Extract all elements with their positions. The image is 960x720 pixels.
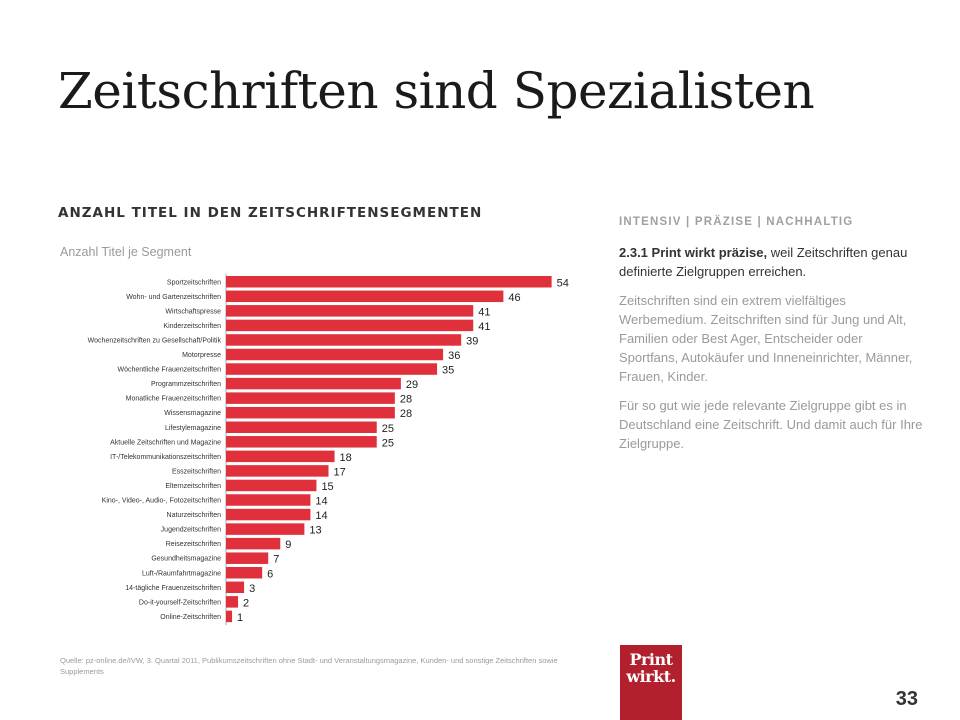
value-label: 25 [382,423,394,435]
bar [226,334,462,346]
chart-heading: ANZAHL TITEL IN DEN ZEITSCHRIFTENSEGMENT… [58,205,483,221]
value-label: 14 [315,496,327,508]
sidebar-paragraph-2: Für so gut wie jede relevante Zielgruppe… [619,398,923,451]
value-label: 39 [466,335,478,347]
value-label: 36 [448,350,460,362]
category-label: Lifestylemagazine [165,425,221,432]
bar [226,392,395,404]
category-label: Naturzeitschriften [167,512,222,519]
sidebar-lead-rest: weil Zeitschriften genau definierte Ziel… [619,245,908,279]
category-label: Esszeitschriften [172,468,221,475]
bar [226,508,311,521]
bar [226,290,504,303]
category-label: Aktuelle Zeitschriften und Magazine [110,439,221,446]
category-label: Sportzeitschriften [167,279,221,286]
bar [226,567,263,579]
bar [226,479,317,492]
category-label: Online-Zeitschriften [160,614,221,621]
chart-subtitle: Anzahl Titel je Segment [60,245,192,259]
sidebar-text: INTENSIV | PRÄZISE | NACHHALTIG 2.3.1 Pr… [619,213,925,463]
bar [226,537,281,550]
bar [226,305,474,317]
category-label: Gesundheitsmagazine [151,556,221,563]
value-label: 13 [309,525,321,537]
bar [226,421,377,433]
category-label: Programmzeitschriften [151,381,221,388]
value-label: 29 [406,379,418,391]
value-label: 18 [340,452,352,464]
category-label: Wissensmagazine [164,410,221,417]
sidebar-lead-bold: 2.3.1 Print wirkt präzise, [619,245,768,260]
value-label: 17 [334,466,346,478]
category-label: Kino-, Video-, Audio-, Fotozeitschriften [102,498,221,505]
print-wirkt-logo: Print wirkt. [620,645,682,720]
category-label: Elternzeitschriften [165,483,221,490]
category-label: Reisezeitschriften [166,541,221,548]
bar [226,319,474,332]
value-label: 46 [508,292,520,304]
value-label: 41 [478,306,490,318]
bar [226,581,245,594]
bar [226,596,239,608]
bar [226,465,329,477]
value-label: 35 [442,365,454,377]
category-label: Wochenzeitschriften zu Gesellschaft/Poli… [88,337,222,344]
value-label: 9 [285,539,291,551]
sidebar-heading: INTENSIV | PRÄZISE | NACHHALTIG [619,216,854,228]
sidebar-lead: 2.3.1 Print wirkt präzise, weil Zeitschr… [619,243,925,281]
value-label: 2 [243,597,249,609]
bar [226,276,552,288]
value-label: 28 [400,394,412,406]
bar [226,450,335,463]
value-label: 6 [267,568,273,580]
category-label: IT-/Telekommunikationszeitschriften [110,454,221,461]
value-label: 15 [321,481,333,493]
bar [226,363,438,375]
value-label: 25 [382,437,394,449]
bar [226,436,377,448]
value-label: 14 [315,510,327,522]
value-label: 28 [400,408,412,420]
bar [226,552,269,564]
page-number: 33 [895,688,918,710]
value-label: 1 [237,612,243,624]
category-label: Kinderzeitschriften [163,323,221,330]
bar [226,348,444,361]
source-note: Quelle: pz-online.de/IVW, 3. Quartal 201… [60,656,558,676]
category-label: Wöchentliche Frauenzeitschriften [118,367,222,374]
bar-chart: Sportzeitschriften 54 Wohn- und Gartenzeit… [88,274,569,626]
bar [226,406,395,419]
slide-title: Zeitschriften sind Spezialisten [58,62,815,120]
value-label: 54 [557,277,569,289]
category-label: Luft-/Raumfahrtmagazine [142,570,221,577]
category-label: 14-tägliche Frauenzeitschriften [125,585,221,592]
logo-line-1: Print [629,650,673,669]
category-label: Wirtschaftspresse [165,308,221,315]
category-label: Jugendzeitschriften [161,527,221,534]
logo-line-2: wirkt. [626,667,676,686]
category-label: Monatliche Frauenzeitschriften [126,396,221,403]
bar [226,523,305,535]
bar [226,610,233,623]
value-label: 7 [273,554,279,566]
value-label: 41 [478,321,490,333]
bar [226,494,311,506]
value-label: 3 [249,583,255,595]
category-label: Wohn- und Gartenzeitschriften [126,294,221,301]
sidebar-paragraph-1: Zeitschriften sind ein extrem vielfältig… [619,293,913,384]
category-label: Do-it-yourself-Zeitschriften [139,599,221,606]
bar [226,377,401,390]
category-label: Motorpresse [182,352,221,359]
